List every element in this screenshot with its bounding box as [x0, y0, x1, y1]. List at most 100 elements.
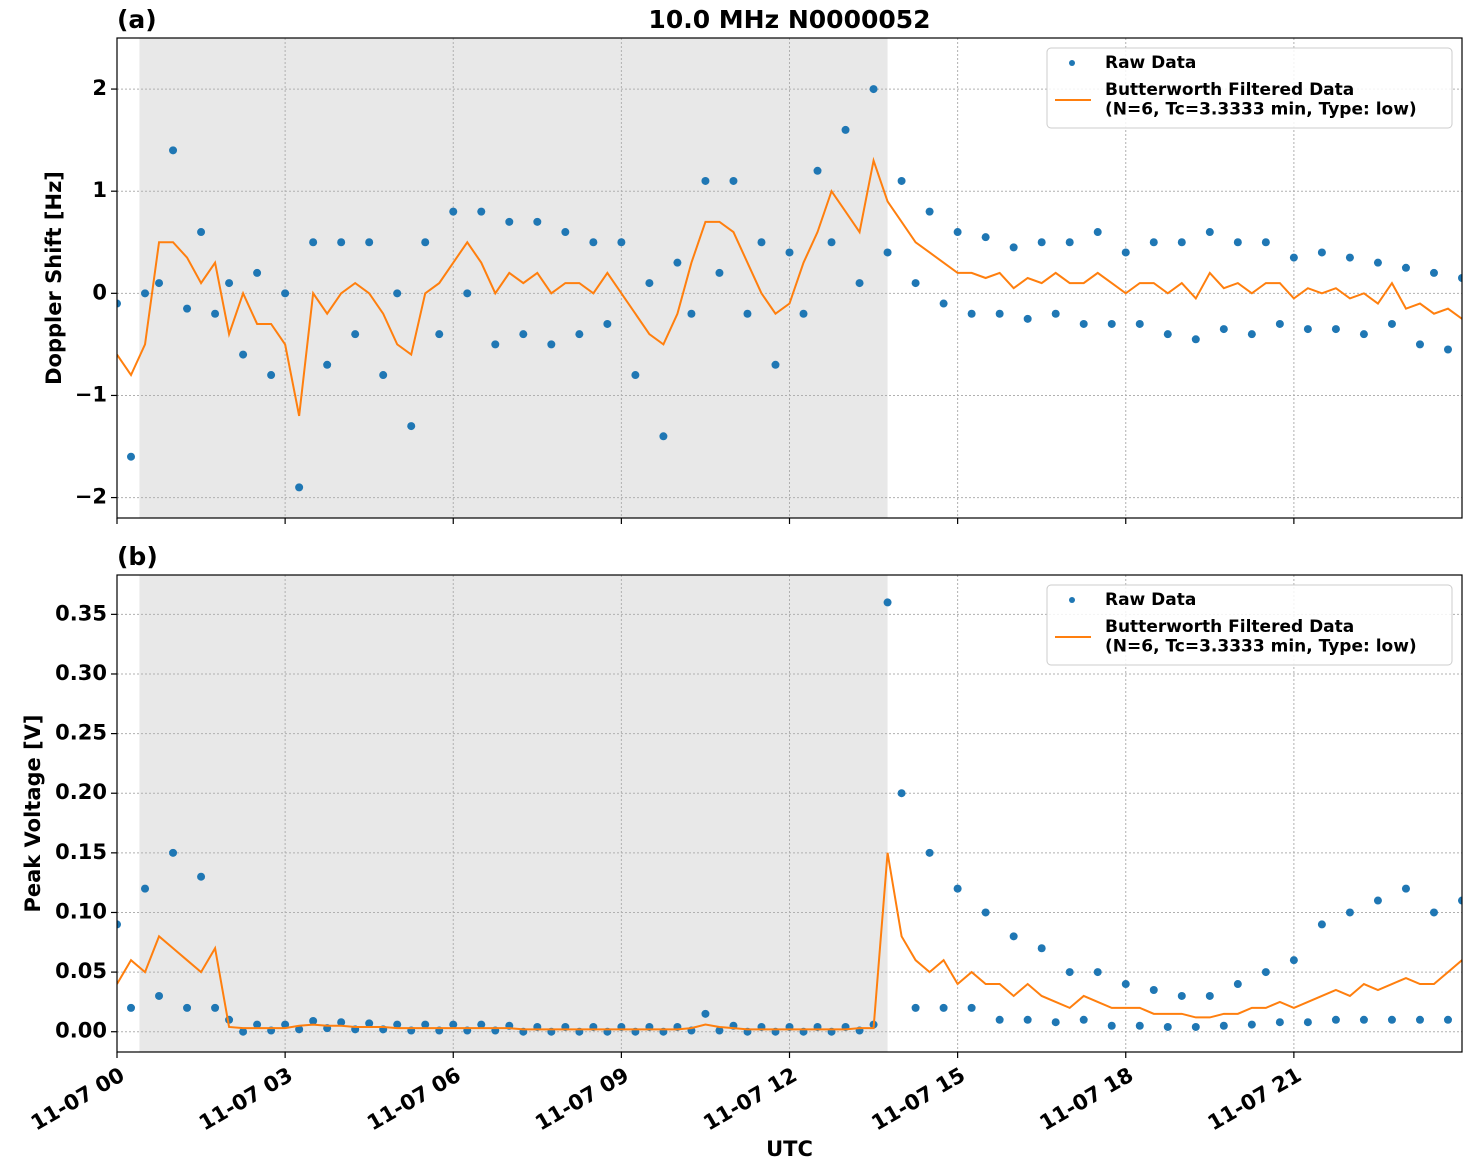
- shaded-span: [139, 38, 888, 518]
- raw-point: [1037, 944, 1046, 953]
- raw-point: [1458, 274, 1462, 282]
- x-tick-label: 11-07 18: [1035, 1063, 1137, 1136]
- raw-point: [883, 248, 892, 257]
- raw-point: [743, 309, 752, 318]
- raw-point: [211, 309, 220, 318]
- raw-point: [995, 309, 1004, 318]
- raw-point: [1345, 908, 1354, 917]
- legend: Raw Data Butterworth Filtered Data (N=6, T…: [1046, 584, 1453, 666]
- raw-point: [183, 304, 192, 313]
- raw-point: [365, 238, 374, 247]
- raw-point: [855, 279, 864, 288]
- raw-point: [1387, 319, 1396, 328]
- y-tick-label: 2: [92, 76, 107, 100]
- raw-point: [1458, 896, 1462, 905]
- axes-frame: [116, 574, 1463, 1053]
- x-tick-label: 11-07 12: [699, 1063, 801, 1136]
- raw-point: [393, 289, 402, 298]
- raw-point: [897, 176, 906, 185]
- shaded-span: [139, 575, 888, 1052]
- raw-point: [477, 1020, 486, 1029]
- raw-point: [1177, 238, 1186, 247]
- raw-point: [421, 238, 430, 247]
- x-tick-label: 11-07 15: [867, 1063, 969, 1136]
- y-tick-label: 0: [92, 280, 107, 304]
- raw-point: [533, 217, 542, 226]
- raw-point: [925, 848, 934, 857]
- raw-point: [253, 268, 262, 277]
- raw-point: [1135, 319, 1144, 328]
- raw-point: [1093, 968, 1102, 977]
- raw-point: [239, 350, 248, 359]
- y-tick-label: 0.10: [55, 899, 107, 923]
- raw-point: [1317, 248, 1326, 257]
- raw-point: [953, 884, 962, 893]
- raw-point: [1317, 920, 1326, 929]
- raw-point: [1401, 263, 1410, 272]
- raw-point: [1345, 253, 1354, 262]
- raw-point: [1401, 884, 1410, 893]
- raw-point: [687, 309, 696, 318]
- raw-point: [1331, 1015, 1340, 1024]
- raw-point: [715, 268, 724, 277]
- raw-point: [869, 85, 878, 94]
- y-tick-label: 0.05: [55, 959, 107, 983]
- raw-point: [1261, 238, 1270, 247]
- legend-label: Butterworth Filtered Data (N=6, Tc=3.3333…: [1105, 617, 1417, 657]
- raw-point: [617, 238, 626, 247]
- raw-point: [435, 330, 444, 339]
- raw-point: [729, 176, 738, 185]
- legend-label: Raw Data: [1105, 53, 1196, 73]
- raw-point: [1429, 268, 1438, 277]
- data-layer: [117, 598, 1462, 1036]
- legend: Raw Data Butterworth Filtered Data (N=6, T…: [1046, 47, 1453, 129]
- x-axis-label: UTC: [766, 1137, 813, 1161]
- raw-point: [463, 289, 472, 298]
- raw-point: [141, 289, 150, 298]
- raw-point: [155, 279, 164, 288]
- raw-point: [1121, 248, 1130, 257]
- raw-point: [1163, 330, 1172, 339]
- raw-point: [1275, 1018, 1284, 1027]
- raw-point: [1359, 330, 1368, 339]
- raw-point: [1205, 228, 1214, 237]
- raw-point: [589, 238, 598, 247]
- raw-point: [995, 1015, 1004, 1024]
- raw-point: [505, 217, 514, 226]
- raw-point: [1233, 238, 1242, 247]
- panel: −2 −1 0 1 2 (a) 10.0 MHz N0000052 Doppler Shift…: [42, 5, 1463, 524]
- raw-point: [1191, 335, 1200, 344]
- raw-point: [477, 207, 486, 216]
- raw-point: [911, 1003, 920, 1012]
- raw-point: [1247, 1020, 1256, 1029]
- raw-point: [981, 233, 990, 242]
- raw-point: [407, 422, 416, 431]
- raw-point: [1191, 1022, 1200, 1031]
- raw-point: [631, 371, 640, 380]
- raw-point: [295, 1025, 304, 1034]
- y-tick-label: −1: [75, 382, 107, 406]
- raw-point: [211, 1003, 220, 1012]
- raw-point: [1177, 991, 1186, 1000]
- raw-point: [393, 1020, 402, 1029]
- raw-point: [939, 1003, 948, 1012]
- raw-point: [1247, 330, 1256, 339]
- raw-point: [1079, 1015, 1088, 1024]
- x-tick-label: 11-07 21: [1204, 1063, 1306, 1136]
- raw-point: [1051, 309, 1060, 318]
- raw-point: [1135, 1021, 1144, 1030]
- raw-point: [225, 279, 234, 288]
- raw-point: [1163, 1022, 1172, 1031]
- raw-point: [1107, 319, 1116, 328]
- legend-box: [1046, 47, 1453, 129]
- legend-box: [1046, 584, 1453, 666]
- raw-point: [337, 1018, 346, 1027]
- raw-point: [659, 432, 668, 441]
- raw-point: [1107, 1021, 1116, 1030]
- y-tick-label: 0.30: [55, 661, 107, 685]
- raw-point: [1219, 1021, 1228, 1030]
- raw-point: [939, 299, 948, 308]
- raw-point: [925, 207, 934, 216]
- raw-point: [1219, 325, 1228, 334]
